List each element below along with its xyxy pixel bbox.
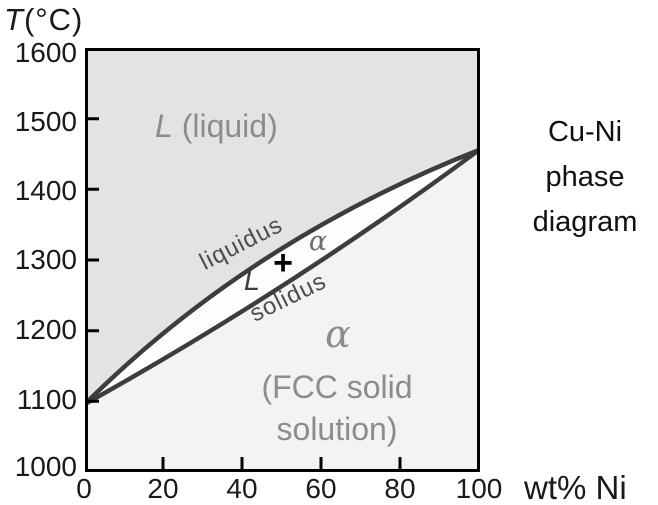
y-tick-label: 1600 [14,37,77,68]
y-tick-marks [86,117,99,403]
two-phase-region [85,150,479,404]
fcc-line-2: solution) [276,411,398,447]
liquid-region-label: L (liquid) [155,108,335,145]
x-tick-label: 80 [384,473,416,504]
alpha-region-description: (FCC solid solution) [217,366,457,450]
y-tick-label: 1300 [14,244,77,275]
liquid-text: (liquid) [172,108,278,144]
y-tick-label: 1400 [14,175,77,206]
caption-line-2: phase [545,161,625,193]
figure-caption: Cu-Ni phase diagram [512,110,658,245]
x-tick-label: 20 [147,473,179,504]
two-phase-l-label: L [243,265,261,297]
two-phase-alpha-label: α [308,226,328,257]
y-tick-label: 1100 [16,384,77,415]
x-tick-marks [161,457,402,471]
x-tick-label: 100 [455,473,503,504]
y-axis-title-symbol: T [4,2,24,37]
x-tick-label: 0 [76,473,92,504]
y-axis-title: T(°C) [4,2,83,38]
alpha-region-symbol: α [325,312,351,356]
caption-line-3: diagram [532,206,638,238]
solid-region [85,150,479,472]
fcc-line-1: (FCC solid [261,369,413,405]
caption-line-1: Cu-Ni [547,116,623,148]
x-axis-label: wt% Ni [524,469,627,505]
x-tick-label: 60 [305,473,337,504]
solidus-line [85,147,480,407]
plot-area: L (liquid) liquidus solidus L + α α (FCC… [85,48,480,472]
composition-marker: + [273,244,293,282]
liquid-symbol: L [155,108,173,144]
y-tick-label: 1000 [14,451,77,482]
x-tick-label: 40 [226,473,258,504]
plot-canvas [85,48,480,472]
y-axis-title-units: (°C) [23,2,84,37]
liquidus-line [85,147,480,407]
y-tick-label: 1200 [14,314,77,345]
y-tick-label: 1500 [14,106,77,137]
